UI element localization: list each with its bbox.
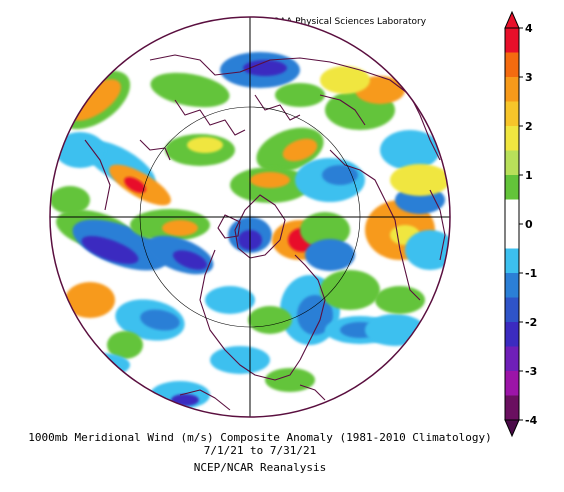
coastline xyxy=(139,139,171,161)
anomaly-patch xyxy=(187,137,223,153)
colorbar-segment xyxy=(505,395,519,421)
colorbar-segment xyxy=(505,28,519,53)
colorbar-tick-label: 2 xyxy=(525,120,533,133)
graticule xyxy=(50,17,450,417)
colorbar-segment xyxy=(505,371,519,396)
coastline xyxy=(179,389,231,411)
colorbar-tick-label: 3 xyxy=(525,71,533,84)
colorbar-tick-label: -2 xyxy=(525,316,537,329)
anomaly-patch xyxy=(390,164,450,196)
coastline xyxy=(199,249,301,381)
coastline xyxy=(149,54,441,161)
anomaly-patch xyxy=(124,177,146,193)
colorbar-segment xyxy=(505,199,519,225)
coastline xyxy=(84,139,111,211)
latitude-circle xyxy=(139,106,361,328)
map-disk-border xyxy=(49,16,451,418)
colorbar-segment xyxy=(505,248,519,274)
anomaly-patch xyxy=(380,130,440,170)
anomaly-patch xyxy=(162,220,198,236)
anomaly-patch xyxy=(243,60,287,76)
colorbar-segment xyxy=(505,52,519,78)
anomaly-patch xyxy=(275,83,325,107)
anomaly-patch xyxy=(50,186,90,214)
colorbar-segment xyxy=(505,273,519,298)
coastline xyxy=(174,99,246,136)
coastline xyxy=(319,94,366,126)
colorbar-segment xyxy=(505,346,519,372)
anomaly-patch xyxy=(65,282,115,318)
caption-dataset: NCEP/NCAR Reanalysis xyxy=(193,461,327,474)
colorbar-segment xyxy=(505,322,519,347)
colorbar-segment xyxy=(505,77,519,102)
anomaly-patch xyxy=(282,138,318,162)
anomaly-patch xyxy=(405,230,450,270)
anomaly-patch xyxy=(55,132,105,168)
anomaly-patch xyxy=(300,212,350,248)
colorbar-tick-label: 1 xyxy=(525,169,533,182)
colorbar-tick-label: 0 xyxy=(525,218,533,231)
colorbar-segment xyxy=(505,150,519,176)
anomaly-patch xyxy=(140,309,180,331)
anomaly-patch xyxy=(320,66,370,94)
coastlines xyxy=(84,54,446,411)
anomaly-patch xyxy=(305,239,355,271)
anomaly-patch xyxy=(172,250,208,270)
credit-label: NOAA Physical Sciences Laboratory xyxy=(266,17,427,27)
caption-title: 1000mb Meridional Wind (m/s) Composite A… xyxy=(28,431,492,444)
colorbar-segment xyxy=(505,126,519,151)
caption-date-range: 7/1/21 to 7/31/21 xyxy=(203,444,317,457)
anomaly-patch xyxy=(69,79,121,121)
anomaly-patch xyxy=(322,165,358,185)
anomaly-patch xyxy=(107,331,143,359)
coastline xyxy=(254,94,301,121)
colorbar-segment xyxy=(505,175,519,200)
anomaly-patch xyxy=(150,72,230,108)
colorbar-segment xyxy=(505,224,519,249)
colorbar-tick-label: -3 xyxy=(525,365,537,378)
colorbar-segment xyxy=(505,101,519,127)
coastline xyxy=(294,254,326,361)
colorbar-segment xyxy=(505,297,519,323)
coastline xyxy=(429,189,446,261)
colorbar-tick-label: -1 xyxy=(525,267,537,280)
colorbar-tick-label: 4 xyxy=(525,22,533,35)
coastline xyxy=(234,194,286,259)
coastline xyxy=(299,384,326,401)
anomaly-patch xyxy=(250,172,290,188)
anomaly-patch xyxy=(210,346,270,374)
anomaly-patch xyxy=(320,270,380,310)
colorbar-top-arrow xyxy=(504,10,520,29)
coastline xyxy=(329,149,421,301)
colorbar-tick-label: -4 xyxy=(525,414,538,427)
coastline xyxy=(217,214,241,239)
anomaly-patch xyxy=(205,286,255,314)
anomaly-patch xyxy=(81,236,139,264)
anomaly-patch xyxy=(248,306,292,334)
